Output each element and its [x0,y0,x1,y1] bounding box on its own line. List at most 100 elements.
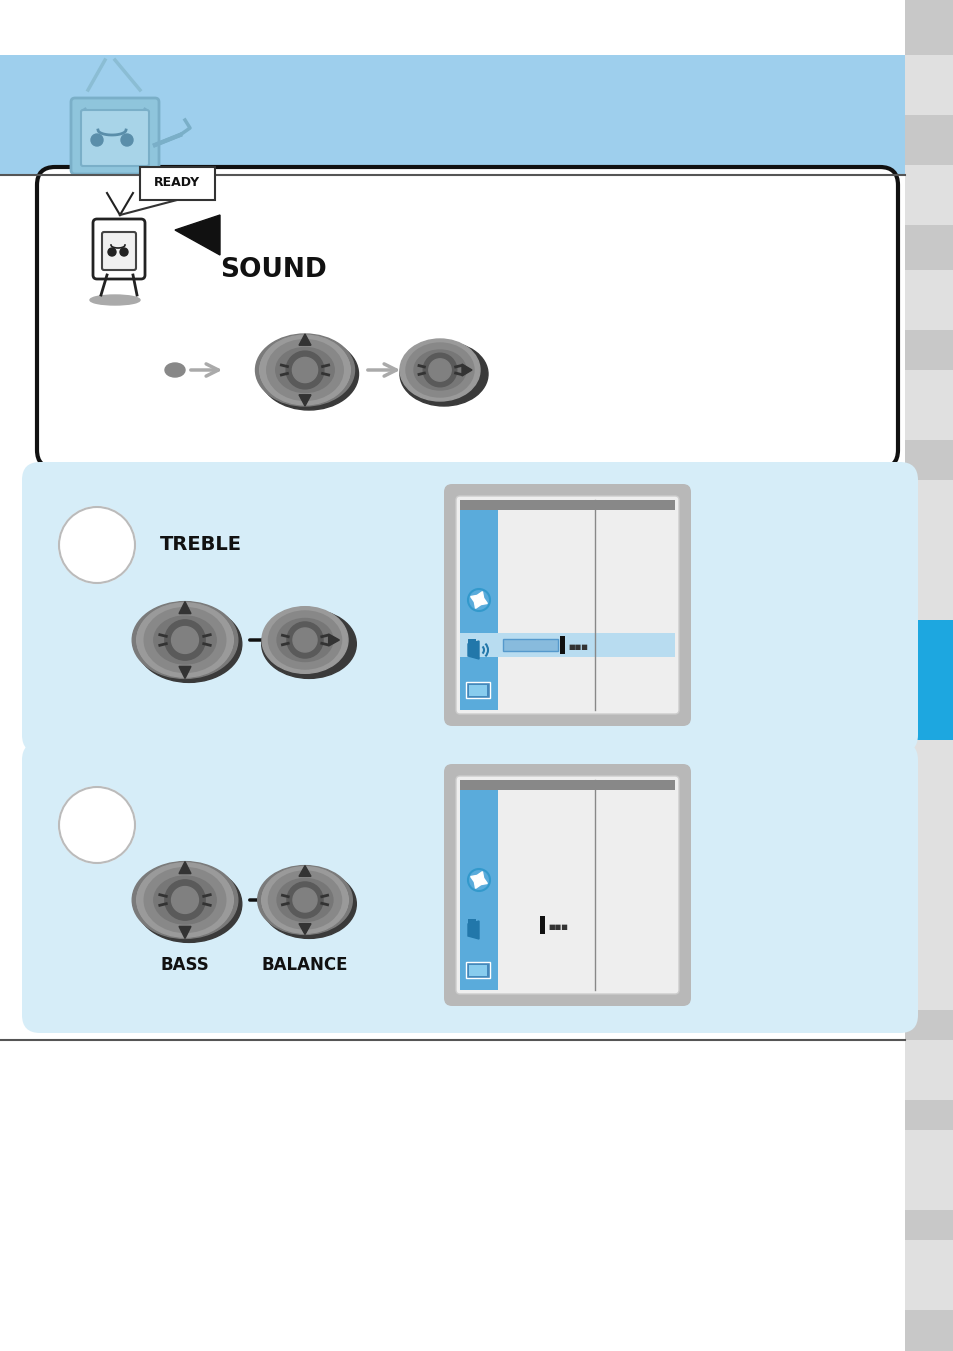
Circle shape [287,882,323,919]
Circle shape [287,621,323,658]
FancyBboxPatch shape [456,775,679,994]
Polygon shape [179,862,191,874]
Bar [904,370,953,440]
FancyBboxPatch shape [443,765,690,1006]
Ellipse shape [137,603,233,677]
Polygon shape [468,640,478,659]
Ellipse shape [262,869,348,931]
Bar [459,780,497,990]
FancyBboxPatch shape [102,232,136,270]
Bar [469,965,486,975]
Circle shape [172,627,198,654]
Bar [469,685,486,696]
Ellipse shape [266,871,343,928]
Ellipse shape [399,342,488,407]
Bar [904,1040,953,1100]
Bar [559,636,564,654]
Ellipse shape [260,338,350,403]
Ellipse shape [276,619,333,662]
Bar [468,919,476,931]
Bar [459,500,497,711]
Polygon shape [298,334,311,346]
Polygon shape [298,924,311,935]
Ellipse shape [261,870,355,939]
Polygon shape [461,363,472,376]
Bar [904,1129,953,1210]
Polygon shape [179,927,191,939]
Circle shape [468,869,490,892]
Circle shape [428,359,451,381]
Ellipse shape [268,871,341,929]
Polygon shape [468,921,478,939]
FancyBboxPatch shape [81,109,149,166]
Circle shape [165,620,205,661]
Bar [459,500,675,509]
FancyBboxPatch shape [22,462,917,753]
Ellipse shape [132,862,237,939]
Bar [465,962,490,978]
Ellipse shape [262,867,348,934]
Ellipse shape [132,601,237,678]
Ellipse shape [267,339,343,400]
Ellipse shape [137,865,233,935]
Ellipse shape [153,616,216,663]
Bar [904,480,953,740]
Ellipse shape [137,605,233,676]
Ellipse shape [399,339,479,401]
Polygon shape [179,666,191,678]
Bar [140,168,214,200]
Circle shape [293,888,316,912]
FancyBboxPatch shape [443,484,690,725]
Polygon shape [298,394,311,407]
Circle shape [108,249,116,255]
Polygon shape [179,601,191,613]
Ellipse shape [275,347,334,393]
Circle shape [59,507,135,584]
Polygon shape [174,215,220,255]
Polygon shape [298,866,311,877]
Bar [468,639,476,651]
Ellipse shape [276,878,333,921]
Bar [904,1240,953,1310]
Circle shape [423,353,456,386]
Polygon shape [328,634,339,646]
Bar [904,740,953,1011]
Ellipse shape [136,605,241,682]
Bar [539,916,544,934]
Ellipse shape [255,334,355,407]
Ellipse shape [406,343,474,397]
Circle shape [293,628,316,653]
Polygon shape [470,871,487,889]
Bar [459,780,675,790]
Circle shape [172,886,198,913]
Ellipse shape [142,869,228,931]
Text: BASS: BASS [160,957,209,974]
FancyBboxPatch shape [37,168,897,467]
Ellipse shape [257,866,352,935]
Bar [0,55,904,176]
Circle shape [468,589,490,611]
Ellipse shape [144,867,226,932]
Text: SOUND: SOUND [220,257,327,282]
Bar [465,682,490,698]
Circle shape [120,249,128,255]
Text: TREBLE: TREBLE [160,535,242,554]
Circle shape [165,880,205,920]
Polygon shape [470,592,487,608]
Ellipse shape [142,608,228,671]
Ellipse shape [262,607,348,673]
Ellipse shape [165,363,185,377]
FancyBboxPatch shape [71,99,159,174]
Bar [904,55,953,115]
Ellipse shape [153,875,216,924]
Bar [904,620,953,740]
Circle shape [59,788,135,863]
FancyBboxPatch shape [22,742,917,1034]
Circle shape [286,351,324,389]
Bar [904,0,953,1351]
Ellipse shape [90,295,140,305]
Text: READY: READY [153,177,200,189]
Circle shape [292,358,317,382]
Ellipse shape [136,866,241,943]
Ellipse shape [144,608,226,673]
